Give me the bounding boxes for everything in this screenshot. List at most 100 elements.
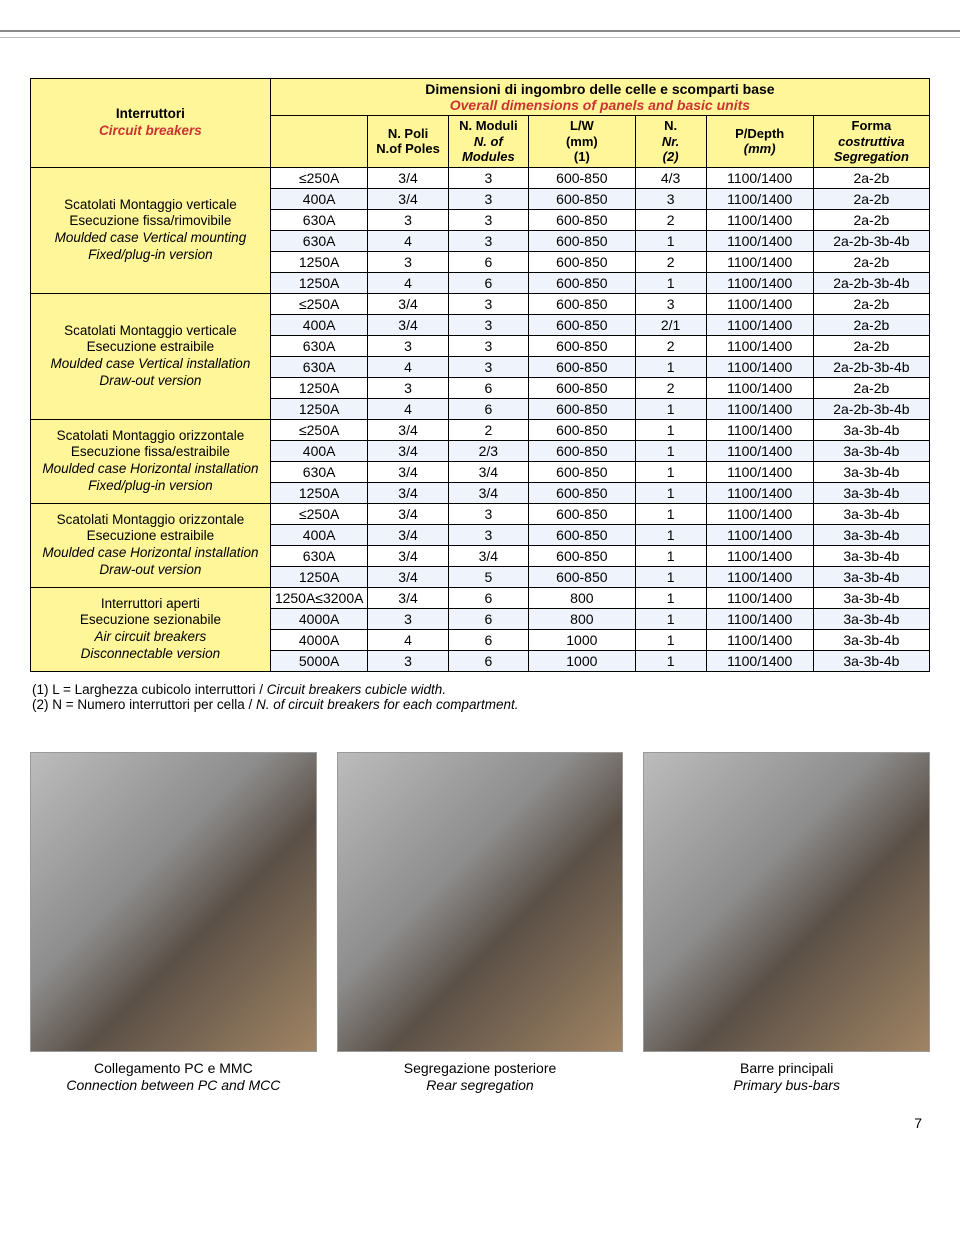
cell: 2a-2b — [813, 209, 929, 230]
cell: 2 — [635, 209, 706, 230]
cell: 3 — [368, 209, 448, 230]
cell: 2 — [448, 419, 529, 440]
photo-caption: Segregazione posterioreRear segregation — [404, 1060, 557, 1095]
cell: ≤250A — [270, 419, 368, 440]
group-label: Scatolati Montaggio verticaleEsecuzione … — [31, 293, 271, 419]
cell: 3 — [448, 503, 529, 524]
group-label: Scatolati Montaggio orizzontaleEsecuzion… — [31, 503, 271, 587]
cell: 1100/1400 — [706, 587, 813, 608]
cell: 1100/1400 — [706, 608, 813, 629]
cell: 1250A — [270, 272, 368, 293]
cell: 630A — [270, 545, 368, 566]
cell: 600-850 — [529, 566, 635, 587]
cell: 3 — [368, 251, 448, 272]
cell: 2a-2b — [813, 377, 929, 398]
cell: 3 — [448, 314, 529, 335]
cell: 1250A — [270, 482, 368, 503]
cell: 1 — [635, 230, 706, 251]
cell: 6 — [448, 398, 529, 419]
cell: 630A — [270, 230, 368, 251]
cell: 3a-3b-4b — [813, 440, 929, 461]
cell: 1100/1400 — [706, 356, 813, 377]
cell: 1250A — [270, 566, 368, 587]
cell: 3 — [368, 608, 448, 629]
cell: 600-850 — [529, 377, 635, 398]
cell: 1100/1400 — [706, 293, 813, 314]
group-label: Scatolati Montaggio verticaleEsecuzione … — [31, 167, 271, 293]
cell: 1 — [635, 272, 706, 293]
footnote-2-en: N. of circuit breakers for each compartm… — [256, 697, 519, 712]
cell: 3 — [448, 230, 529, 251]
cell: 3 — [448, 335, 529, 356]
cell: 3 — [368, 377, 448, 398]
cell: 3a-3b-4b — [813, 524, 929, 545]
cell: 1100/1400 — [706, 377, 813, 398]
cell: 600-850 — [529, 251, 635, 272]
cell: 1100/1400 — [706, 440, 813, 461]
cell: 3/4 — [368, 524, 448, 545]
cell: 3/4 — [368, 587, 448, 608]
cell: 2a-2b — [813, 167, 929, 188]
footnote-1-en: Circuit breakers cubicle width. — [267, 682, 446, 697]
col-header-3: N.Nr.(2) — [635, 116, 706, 168]
cell: 1 — [635, 398, 706, 419]
cell: 4 — [368, 356, 448, 377]
cell: 3a-3b-4b — [813, 650, 929, 671]
cell: 1 — [635, 419, 706, 440]
page-top-rule — [0, 30, 960, 38]
cell: 1 — [635, 629, 706, 650]
cell: 2/1 — [635, 314, 706, 335]
cell: 600-850 — [529, 398, 635, 419]
cell: 3/4 — [448, 461, 529, 482]
cell: 1100/1400 — [706, 314, 813, 335]
cell: 3a-3b-4b — [813, 629, 929, 650]
cell: 600-850 — [529, 335, 635, 356]
cell: 3/4 — [368, 188, 448, 209]
cell: 3a-3b-4b — [813, 608, 929, 629]
photo-image — [30, 752, 317, 1052]
cell: ≤250A — [270, 167, 368, 188]
cell: 1100/1400 — [706, 650, 813, 671]
cell: 6 — [448, 251, 529, 272]
cell: 2 — [635, 335, 706, 356]
cell: 2a-2b — [813, 314, 929, 335]
photo-1: Segregazione posterioreRear segregation — [337, 752, 624, 1095]
cell: 3/4 — [368, 440, 448, 461]
cell: 4 — [368, 629, 448, 650]
cell: 3a-3b-4b — [813, 482, 929, 503]
cell: 4000A — [270, 629, 368, 650]
cell: 600-850 — [529, 461, 635, 482]
cell: 6 — [448, 272, 529, 293]
cell: 600-850 — [529, 482, 635, 503]
cell: 2a-2b — [813, 188, 929, 209]
cell: ≤250A — [270, 293, 368, 314]
cell: 400A — [270, 524, 368, 545]
footnotes: (1) L = Larghezza cubicolo interruttori … — [32, 682, 928, 712]
col-header-1: N. ModuliN. of Modules — [448, 116, 529, 168]
cell: 5000A — [270, 650, 368, 671]
cell: 3 — [448, 209, 529, 230]
cell: 4 — [368, 272, 448, 293]
table-title: Dimensioni di ingombro delle celle e sco… — [270, 79, 929, 116]
cell: 1000 — [529, 629, 635, 650]
cell: 600-850 — [529, 314, 635, 335]
col-header-5: Formacostruttiva Segregation — [813, 116, 929, 168]
cell: 3 — [368, 335, 448, 356]
cell: 2 — [635, 377, 706, 398]
cell: 400A — [270, 314, 368, 335]
row-header: InterruttoriCircuit breakers — [31, 79, 271, 168]
cell: 1100/1400 — [706, 230, 813, 251]
cell: 1 — [635, 650, 706, 671]
cell: 5 — [448, 566, 529, 587]
cell: 630A — [270, 461, 368, 482]
cell: 600-850 — [529, 524, 635, 545]
cell: 3/4 — [368, 503, 448, 524]
cell: 4 — [368, 230, 448, 251]
col-header-2: L/W(mm)(1) — [529, 116, 635, 168]
photo-caption: Barre principaliPrimary bus-bars — [733, 1060, 840, 1095]
footnote-1-it: (1) L = Larghezza cubicolo interruttori … — [32, 682, 267, 697]
cell: 600-850 — [529, 545, 635, 566]
cell: 1100/1400 — [706, 188, 813, 209]
cell: 630A — [270, 209, 368, 230]
cell: 1 — [635, 440, 706, 461]
